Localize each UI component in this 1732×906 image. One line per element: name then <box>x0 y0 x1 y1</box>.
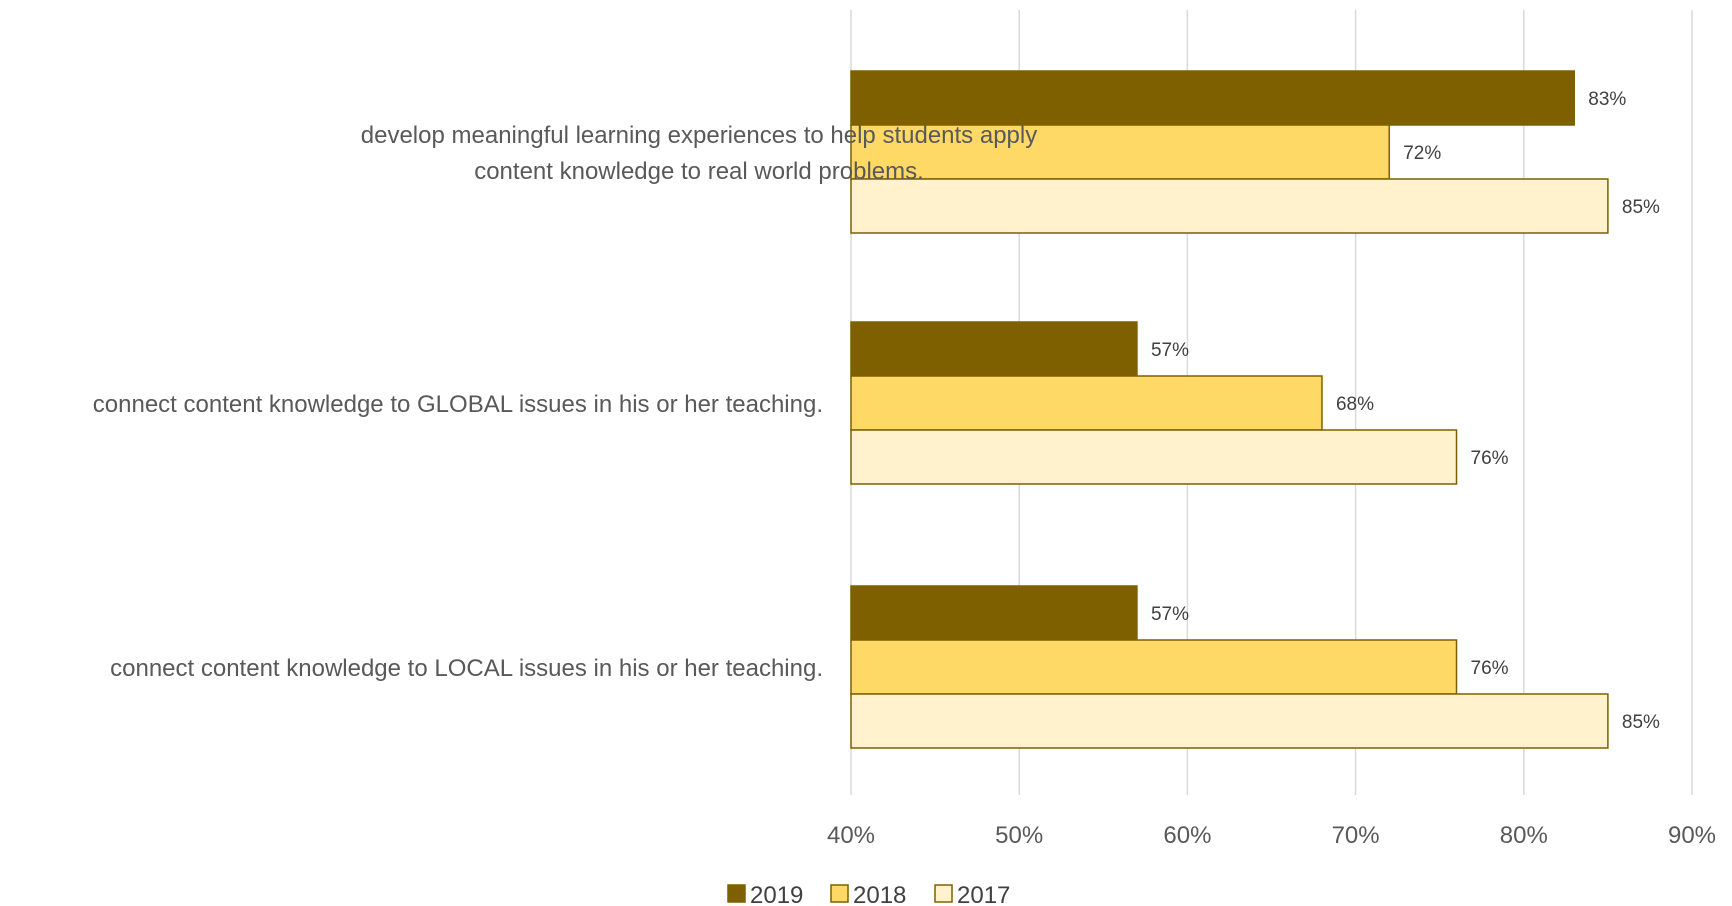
legend-label-2018: 2018 <box>853 882 906 906</box>
x-tick-70: 70% <box>1332 822 1380 849</box>
x-tick-40: 40% <box>827 822 875 849</box>
x-tick-50: 50% <box>995 822 1043 849</box>
x-tick-60: 60% <box>1163 822 1211 849</box>
data-label-2017-cat2: 76% <box>1471 448 1509 469</box>
data-label-2018-cat2: 68% <box>1336 394 1374 415</box>
bar-2019-cat3 <box>850 585 1138 641</box>
data-label-2018-cat3: 76% <box>1471 658 1509 679</box>
category-label-2: connect content knowledge to GLOBAL issu… <box>93 391 823 418</box>
x-axis-ticks: 40% 50% 60% 70% 80% 90% <box>827 822 1716 849</box>
x-tick-80: 80% <box>1500 822 1548 849</box>
legend-label-2019: 2019 <box>750 882 803 906</box>
legend-swatch-2018 <box>830 884 849 903</box>
bars <box>850 70 1609 749</box>
data-label-2017-cat3: 85% <box>1622 712 1660 733</box>
bar-2019-cat1 <box>850 70 1576 126</box>
x-tick-90: 90% <box>1668 822 1716 849</box>
data-labels: 83% 72% 85% 57% 68% 76% 57% 76% 85% <box>1151 89 1660 733</box>
legend: 2019 2018 2017 <box>727 882 1010 906</box>
data-label-2017-cat1: 85% <box>1622 197 1660 218</box>
bar-2017-cat2 <box>850 429 1458 485</box>
category-label-3: connect content knowledge to LOCAL issue… <box>110 655 823 682</box>
bar-2019-cat2 <box>850 321 1138 377</box>
legend-swatch-2017 <box>934 884 953 903</box>
data-label-2019-cat1: 83% <box>1588 89 1626 110</box>
category-label-1: develop meaningful learning experiences … <box>361 122 1037 185</box>
category-label-1-line-2: content knowledge to real world problems… <box>474 158 924 185</box>
data-label-2019-cat3: 57% <box>1151 604 1189 625</box>
bar-2018-cat3 <box>850 639 1458 695</box>
bar-2017-cat3 <box>850 693 1609 749</box>
data-label-2019-cat2: 57% <box>1151 340 1189 361</box>
category-labels: develop meaningful learning experiences … <box>93 122 1037 682</box>
legend-label-2017: 2017 <box>957 882 1010 906</box>
bar-2017-cat1 <box>850 178 1609 234</box>
category-label-1-line-1: develop meaningful learning experiences … <box>361 122 1037 149</box>
data-label-2018-cat1: 72% <box>1403 143 1441 164</box>
bar-2018-cat2 <box>850 375 1323 431</box>
legend-swatch-2019 <box>727 884 746 903</box>
